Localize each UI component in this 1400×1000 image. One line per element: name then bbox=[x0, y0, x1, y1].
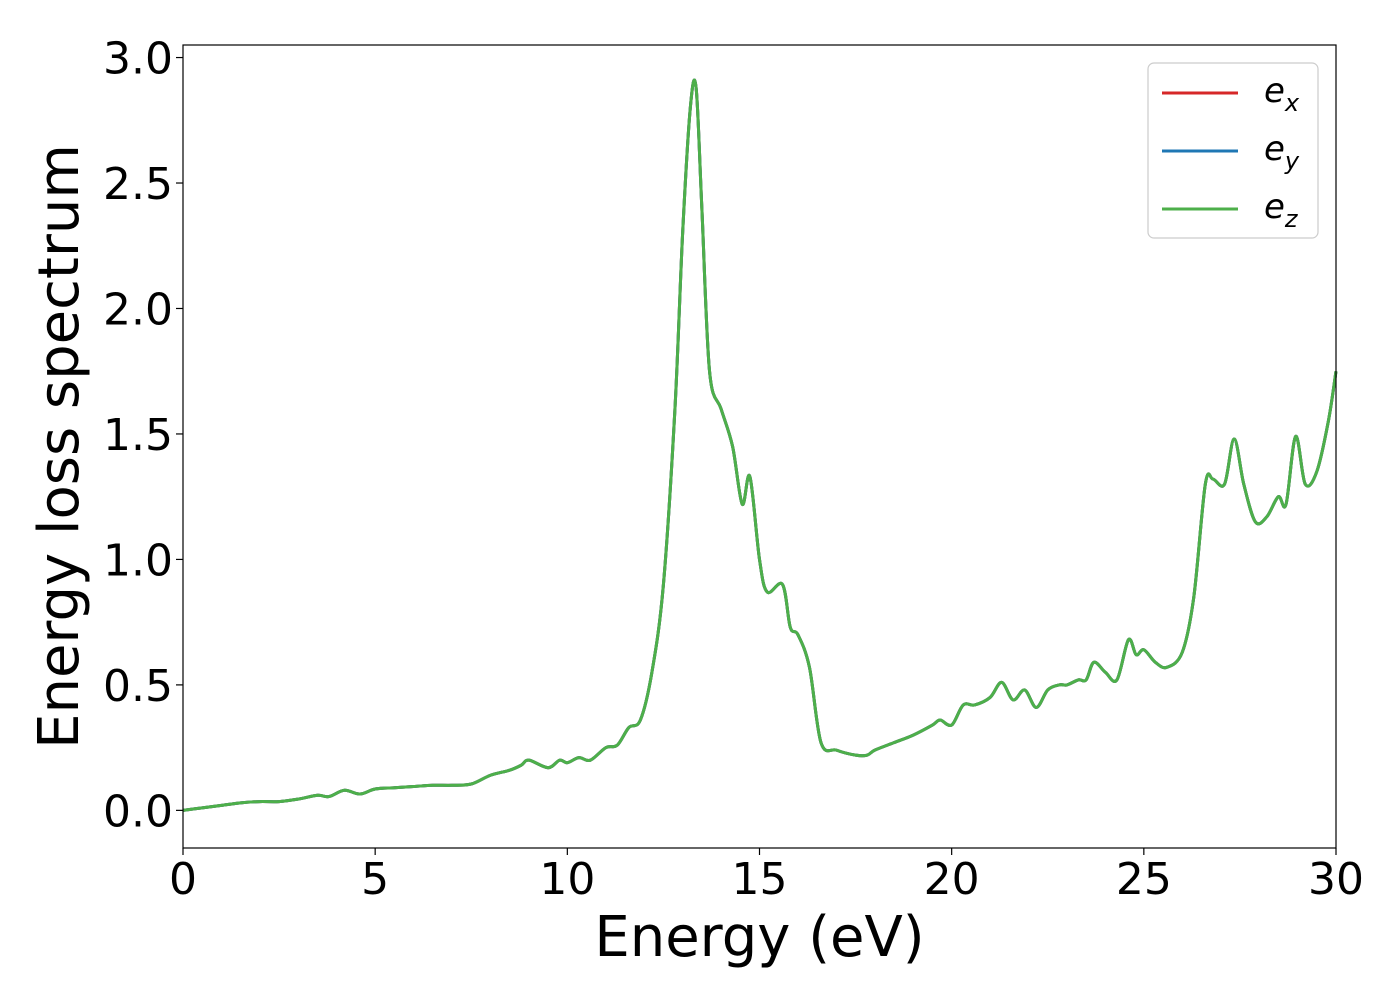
x-tick-label: 0 bbox=[169, 854, 197, 905]
y-tick-label: 0.0 bbox=[103, 786, 173, 837]
x-tick-label: 20 bbox=[924, 854, 980, 905]
y-tick-label: 1.0 bbox=[103, 535, 173, 586]
legend-label-x: ex bbox=[1264, 71, 1300, 117]
y-tick-label: 0.5 bbox=[103, 661, 173, 712]
y-axis: 0.0 0.5 1.0 1.5 2.0 2.5 3.0 bbox=[103, 34, 183, 837]
x-tick-label: 10 bbox=[539, 854, 595, 905]
series-layer bbox=[182, 78, 1338, 812]
legend-label-y: ey bbox=[1264, 129, 1300, 175]
y-tick-label: 2.5 bbox=[103, 159, 173, 210]
y-axis-title: Energy loss spectrum bbox=[27, 144, 92, 749]
x-tick-label: 25 bbox=[1116, 854, 1172, 905]
legend-label-z: ez bbox=[1264, 187, 1299, 233]
series-line-ez bbox=[182, 78, 1338, 812]
y-tick-label: 1.5 bbox=[103, 410, 173, 461]
x-tick-label: 5 bbox=[361, 854, 389, 905]
x-tick-label: 30 bbox=[1308, 854, 1364, 905]
y-tick-label: 3.0 bbox=[103, 34, 173, 85]
x-axis-title: Energy (eV) bbox=[594, 905, 924, 970]
legend: ex ey ez bbox=[1147, 62, 1319, 239]
x-tick-label: 15 bbox=[732, 854, 788, 905]
y-tick-label: 2.0 bbox=[103, 284, 173, 335]
x-axis: 0 5 10 15 20 25 30 bbox=[169, 848, 1364, 905]
